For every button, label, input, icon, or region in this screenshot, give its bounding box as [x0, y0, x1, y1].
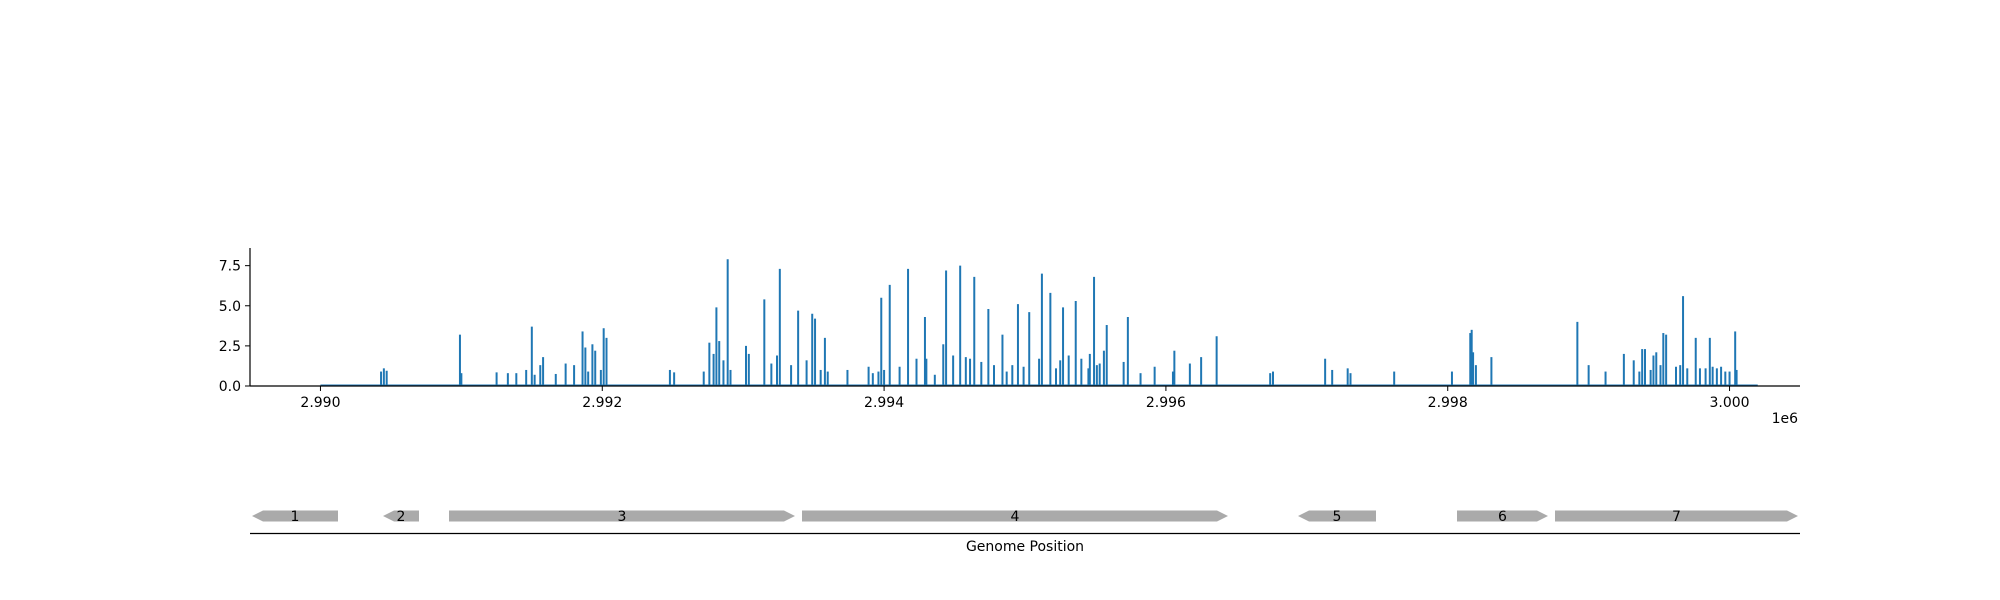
gene-track: 1 2 3 4 5 6 7: [252, 509, 1798, 525]
x-tick-label: 2.994: [864, 395, 904, 411]
gene-label: 6: [1498, 509, 1507, 525]
x-tick-label: 2.996: [1146, 395, 1186, 411]
gene-arrow: [1457, 510, 1548, 522]
gene-label: 2: [397, 509, 406, 525]
y-tick-label: 7.5: [219, 259, 241, 275]
gene-label: 1: [291, 509, 300, 525]
x-tick-label: 2.998: [1428, 395, 1468, 411]
gene-label: 5: [1333, 509, 1342, 525]
y-tick-label: 2.5: [219, 339, 241, 355]
x-tick-label: 2.990: [300, 395, 340, 411]
gene-arrow: [383, 510, 419, 522]
coverage-axes: 0.0 2.5 5.0 7.5 2.990 2.992 2.994 2.996 2.998 3.0…: [219, 248, 1800, 411]
coverage-bars: [380, 259, 1738, 386]
gene-label: 7: [1672, 509, 1681, 525]
gene-track-xlabel: Genome Position: [966, 539, 1084, 555]
x-tick-label: 2.992: [582, 395, 622, 411]
gene-label: 4: [1011, 509, 1020, 525]
x-axis-offset-label: 1e6: [1772, 411, 1799, 427]
y-tick-label: 0.0: [219, 379, 241, 395]
gene-label: 3: [618, 509, 627, 525]
y-tick-label: 5.0: [219, 299, 241, 315]
x-tick-label: 3.000: [1709, 395, 1749, 411]
gene-arrow: [802, 510, 1228, 522]
gene-arrow: [1555, 510, 1798, 522]
gene-arrow: [252, 510, 338, 522]
gene-arrow: [449, 510, 795, 522]
gene-arrow: [1298, 510, 1376, 522]
